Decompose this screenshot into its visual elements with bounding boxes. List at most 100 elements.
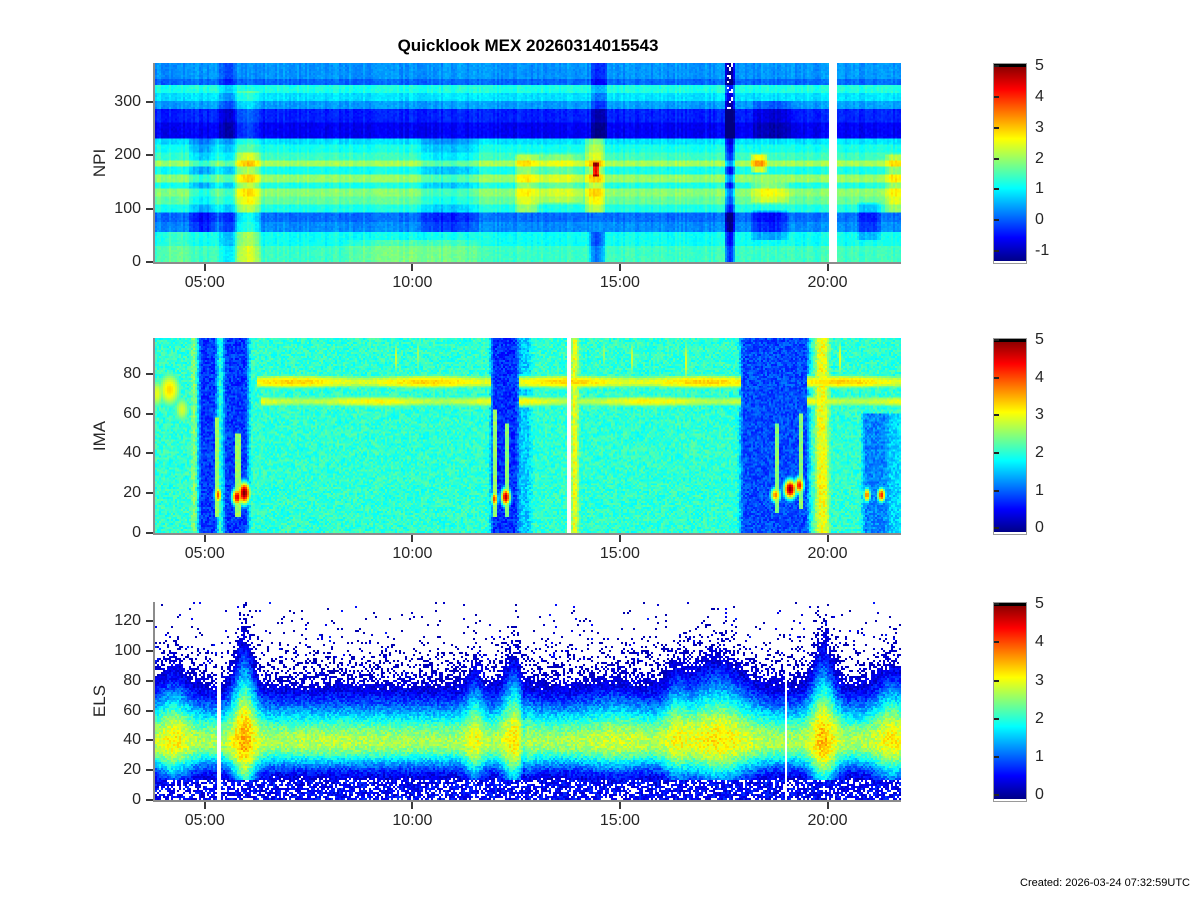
ima-cbar-tick-mark bbox=[994, 527, 999, 530]
els-y-axis-line bbox=[153, 602, 155, 802]
ima-cbar-tick-mark bbox=[994, 376, 999, 379]
els-ytick-label: 120 bbox=[114, 612, 141, 630]
npi-ytick-mark bbox=[146, 100, 153, 103]
els-ytick-mark bbox=[146, 799, 153, 801]
els-cbar-tick-mark bbox=[994, 679, 999, 682]
npi-y-axis-line bbox=[153, 63, 155, 264]
ima-cbar-tick-label: 4 bbox=[1035, 368, 1044, 386]
npi-cbar-tick-mark bbox=[994, 65, 999, 68]
els-xtick-label: 05:00 bbox=[184, 812, 225, 829]
npi-cbar-tick-label: 5 bbox=[1035, 57, 1044, 75]
els-xtick-mark bbox=[618, 802, 621, 809]
ima-ytick-label: 0 bbox=[132, 524, 141, 541]
npi-cbar-tick-label: 2 bbox=[1035, 149, 1044, 167]
els-xtick-mark bbox=[826, 802, 829, 809]
ima-xtick-mark bbox=[203, 535, 206, 542]
npi-cbar-tick-mark bbox=[994, 95, 999, 98]
ima-cbar-tick-label: 2 bbox=[1035, 444, 1044, 462]
npi-xtick-mark bbox=[618, 264, 621, 271]
ima-spectrogram bbox=[155, 338, 901, 533]
npi-cbar-tick-label: 1 bbox=[1035, 180, 1044, 198]
els-cbar-tick-mark bbox=[994, 794, 999, 797]
els-ytick-mark bbox=[146, 620, 153, 623]
els-ytick-mark bbox=[146, 769, 153, 772]
els-ytick-mark bbox=[146, 709, 153, 712]
npi-ytick-label: 0 bbox=[132, 253, 141, 270]
npi-cbar-tick-label: -1 bbox=[1035, 242, 1050, 260]
npi-cbar-tick-label: 3 bbox=[1035, 118, 1044, 136]
ima-ytick-mark bbox=[146, 492, 153, 495]
ima-cbar-tick-mark bbox=[994, 414, 999, 417]
npi-xtick-label: 20:00 bbox=[807, 274, 848, 291]
els-cbar-tick-mark bbox=[994, 717, 999, 720]
els-x-axis-line bbox=[153, 800, 901, 802]
els-ytick-label: 80 bbox=[123, 671, 141, 689]
els-cbar-tick-label: 1 bbox=[1035, 748, 1044, 766]
figure-title: Quicklook MEX 20260314015543 bbox=[397, 36, 659, 55]
els-xtick-mark bbox=[203, 802, 206, 809]
ima-ytick-mark bbox=[146, 452, 153, 455]
els-xtick-label: 10:00 bbox=[392, 812, 433, 829]
els-ytick-label: 20 bbox=[123, 761, 141, 779]
els-ytick-mark bbox=[146, 650, 153, 653]
ima-ytick-mark bbox=[146, 412, 153, 415]
ima-x-axis-line bbox=[153, 533, 901, 535]
ima-cbar-tick-label: 5 bbox=[1035, 330, 1044, 348]
els-colorbar bbox=[993, 602, 1027, 802]
npi-cbar-tick-mark bbox=[994, 250, 999, 253]
npi-xtick-mark bbox=[411, 264, 414, 271]
npi-ytick-label: 200 bbox=[114, 146, 141, 163]
ima-xtick-label: 05:00 bbox=[184, 545, 225, 562]
ima-xtick-label: 20:00 bbox=[807, 545, 848, 562]
ima-xtick-mark bbox=[411, 535, 414, 542]
npi-x-axis-line bbox=[153, 262, 901, 264]
npi-cbar-tick-mark bbox=[994, 157, 999, 160]
els-ytick-mark bbox=[146, 679, 153, 682]
ima-cbar-tick-label: 0 bbox=[1035, 519, 1044, 537]
npi-ytick-label: 300 bbox=[114, 92, 141, 110]
els-spectrogram bbox=[155, 602, 901, 800]
ima-ytick-label: 20 bbox=[123, 484, 141, 502]
npi-colorbar bbox=[993, 63, 1027, 264]
els-xtick-label: 15:00 bbox=[599, 812, 640, 829]
created-timestamp: Created: 2026-03-24 07:32:59UTC bbox=[1020, 877, 1190, 889]
ima-xtick-mark bbox=[826, 535, 829, 542]
els-ytick-label: 100 bbox=[114, 642, 141, 660]
ima-cbar-tick-mark bbox=[994, 489, 999, 492]
npi-cbar-tick-mark bbox=[994, 219, 999, 222]
ima-cbar-tick-label: 3 bbox=[1035, 406, 1044, 424]
ima-ytick-label: 80 bbox=[123, 364, 141, 382]
ima-xtick-label: 10:00 bbox=[392, 545, 433, 562]
els-xtick-mark bbox=[411, 802, 414, 809]
npi-cbar-tick-label: 4 bbox=[1035, 87, 1044, 105]
els-cbar-tick-mark bbox=[994, 756, 999, 759]
ima-colorbar bbox=[993, 338, 1027, 535]
els-ytick-label: 40 bbox=[123, 731, 141, 749]
els-cbar-tick-label: 4 bbox=[1035, 633, 1044, 651]
els-cbar-tick-mark bbox=[994, 641, 999, 644]
ima-ytick-label: 60 bbox=[123, 404, 141, 422]
ima-cbar-tick-mark bbox=[994, 452, 999, 455]
els-cbar-tick-label: 3 bbox=[1035, 671, 1044, 689]
ima-cbar-tick-label: 1 bbox=[1035, 481, 1044, 499]
npi-ytick-mark bbox=[146, 154, 153, 156]
npi-xtick-label: 15:00 bbox=[599, 274, 640, 291]
ima-ytick-label: 40 bbox=[123, 444, 141, 462]
els-cbar-tick-label: 2 bbox=[1035, 709, 1044, 727]
npi-cbar-tick-label: 0 bbox=[1035, 211, 1044, 229]
ima-xtick-label: 15:00 bbox=[599, 545, 640, 562]
npi-cbar-tick-mark bbox=[994, 126, 999, 129]
els-cbar-tick-label: 0 bbox=[1035, 786, 1044, 804]
npi-xtick-mark bbox=[203, 264, 206, 271]
els-xtick-label: 20:00 bbox=[807, 812, 848, 829]
npi-ytick-mark bbox=[146, 261, 153, 263]
npi-spectrogram bbox=[155, 63, 901, 262]
npi-cbar-tick-mark bbox=[994, 188, 999, 191]
els-cbar-tick-label: 5 bbox=[1035, 594, 1044, 612]
ima-y-axis-line bbox=[153, 338, 155, 535]
ima-ytick-mark bbox=[146, 532, 153, 534]
npi-xtick-label: 10:00 bbox=[392, 274, 433, 291]
npi-xtick-label: 05:00 bbox=[184, 274, 225, 291]
npi-ytick-mark bbox=[146, 207, 153, 210]
